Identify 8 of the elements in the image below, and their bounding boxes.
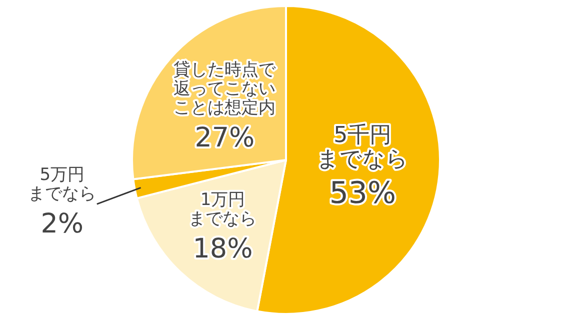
- slice-label: 5万円までなら: [28, 165, 96, 204]
- data-label: 2%: [40, 208, 84, 240]
- data-label: 18%: [192, 233, 253, 264]
- slice-label: 貸した時点で返ってこないことは想定内: [174, 60, 277, 118]
- slice-label: 1万円までなら: [188, 190, 257, 229]
- data-label: 27%: [194, 122, 255, 154]
- slice-label: 5千円までなら: [316, 122, 409, 172]
- data-label: 53%: [329, 176, 396, 212]
